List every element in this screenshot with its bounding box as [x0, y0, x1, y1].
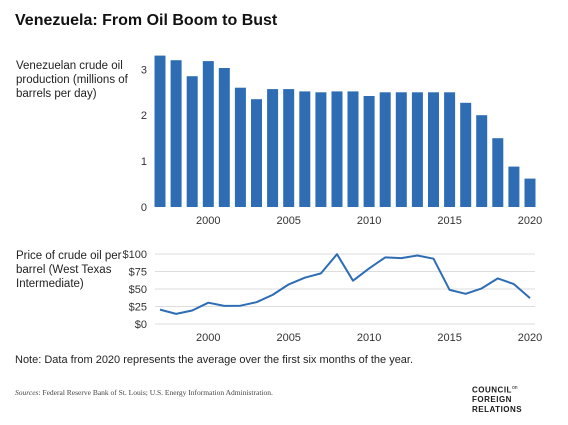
logo-line1: COUNCIL [472, 385, 512, 395]
chart-source: Sources: Federal Reserve Bank of St. Lou… [15, 388, 273, 397]
production-bar-2013 [411, 92, 423, 207]
chart-title: Venezuela: From Oil Boom to Bust [15, 12, 278, 29]
production-bar-2000 [202, 61, 214, 207]
price-ytick-label: $0 [135, 319, 147, 331]
production-bar-2006 [299, 91, 311, 207]
price-ytick-label: $50 [129, 284, 147, 296]
price-ytick-label: $25 [129, 302, 147, 314]
production-bar-2020 [524, 178, 536, 207]
cfr-logo: COUNCILon FOREIGN RELATIONS [472, 384, 522, 414]
production-ytick-label: 0 [141, 202, 147, 214]
price-ytick-label: $75 [129, 267, 147, 279]
production-ytick-label: 1 [141, 156, 147, 168]
production-bar-2014 [428, 92, 439, 207]
production-bar-2011 [379, 92, 391, 207]
production-bar-2017 [476, 115, 488, 207]
production-bar-2009 [347, 91, 359, 207]
production-bar-2002 [234, 87, 246, 207]
price-xtick-label: 2015 [437, 332, 461, 344]
production-bar-chart: 0 1 2 3 2000 2005 2010 2015 2020 [141, 55, 542, 227]
production-ytick-label: 2 [141, 110, 147, 122]
production-bar-2008 [331, 91, 343, 207]
production-bar-2012 [395, 92, 407, 207]
price-xtick-label: 2020 [518, 332, 542, 344]
production-xtick-label: 2010 [357, 215, 381, 227]
production-bar-1999 [186, 76, 198, 207]
production-bar-2001 [218, 68, 230, 207]
production-xtick-label: 2005 [276, 215, 300, 227]
production-bar-2019 [508, 166, 520, 207]
chart-note: Note: Data from 2020 represents the aver… [15, 354, 414, 366]
production-bar-2015 [444, 92, 456, 207]
production-axis-label: Venezuelan crude oil production (million… [16, 60, 128, 100]
production-bar-2005 [283, 89, 295, 207]
price-axis-label: Price of crude oil per barrel (West Texa… [16, 250, 122, 290]
production-bar-2007 [315, 92, 327, 207]
production-bar-2003 [251, 99, 262, 207]
production-xtick-label: 2000 [196, 215, 220, 227]
source-text: : Federal Reserve Bank of St. Louis; U.S… [38, 388, 273, 397]
production-bar-1998 [170, 60, 182, 208]
price-xtick-label: 2010 [357, 332, 381, 344]
logo-line2: FOREIGN [472, 395, 512, 405]
production-bar-2004 [267, 89, 279, 207]
production-xtick-label: 2020 [518, 215, 542, 227]
production-xtick-label: 2015 [437, 215, 461, 227]
production-bar-2018 [492, 138, 504, 207]
logo-line3: RELATIONS [472, 404, 523, 414]
production-bar-1997 [154, 55, 166, 207]
price-ytick-label: $100 [123, 249, 147, 261]
price-xtick-label: 2000 [196, 332, 220, 344]
price-xtick-label: 2005 [276, 332, 300, 344]
production-ytick-label: 3 [141, 64, 147, 76]
price-line-chart: $0 $25 $50 $75 $100 2000 2005 2010 2015 2020 [123, 249, 543, 344]
price-series-line [159, 253, 531, 315]
source-prefix: Sources [15, 388, 39, 397]
production-bar-2010 [363, 96, 375, 207]
production-bar-2016 [460, 102, 472, 207]
logo-on: on [511, 385, 518, 391]
